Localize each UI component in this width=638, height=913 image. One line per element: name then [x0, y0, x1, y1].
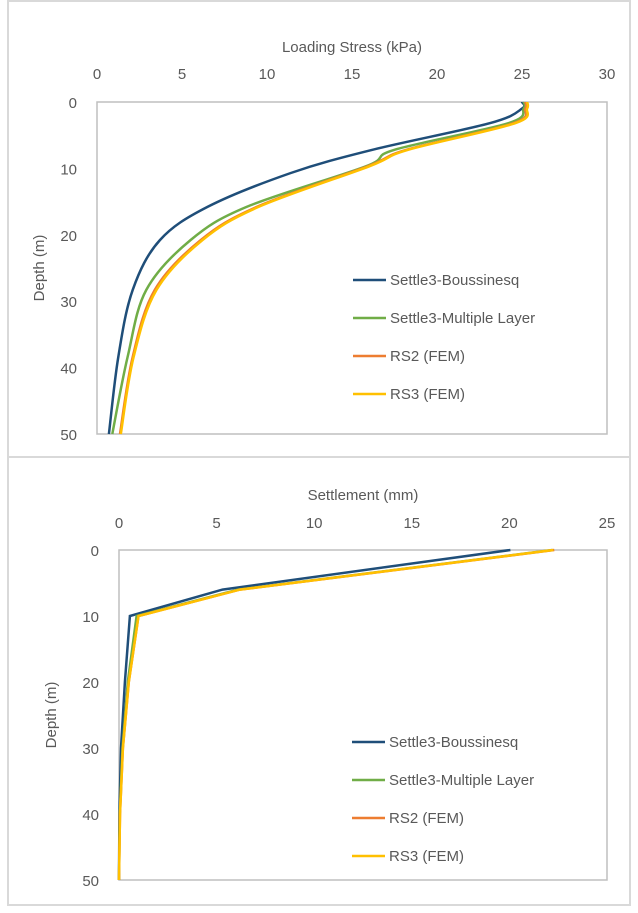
x-tick-label: 20: [429, 66, 446, 83]
chart-1: Settlement (mm) 0 5 10 15 20 25 0 10 20 30 40 50 Dept…: [43, 487, 615, 890]
y-tick-label: 40: [82, 807, 99, 824]
x-tick-label: 30: [599, 66, 616, 83]
series-line-0: [117, 548, 511, 881]
legend-label: Settle3-Multiple Layer: [389, 772, 534, 789]
y-tick-label: 10: [82, 609, 99, 626]
x-tick-label: 25: [599, 515, 616, 532]
y-tick-label: 10: [60, 161, 77, 178]
x-axis-title: Loading Stress (kPa): [282, 39, 422, 56]
plot-area: [96, 101, 608, 435]
x-tick-label: 25: [514, 66, 531, 83]
series-line-0: [107, 101, 526, 435]
x-tick-label: 5: [212, 515, 220, 532]
y-tick-label: 50: [82, 873, 99, 890]
y-tick-label: 0: [91, 543, 99, 560]
y-tick-label: 50: [60, 427, 77, 444]
y-axis-title: Depth (m): [43, 682, 60, 749]
x-tick-label: 15: [344, 66, 361, 83]
plot-area: [118, 549, 608, 881]
x-tick-label: 5: [178, 66, 186, 83]
x-tick-label: 0: [93, 66, 101, 83]
x-tick-label: 20: [501, 515, 518, 532]
series-line-3: [119, 101, 530, 435]
series-line-2: [118, 101, 528, 435]
x-tick-label: 0: [115, 515, 123, 532]
y-tick-label: 30: [60, 294, 77, 311]
legend-label: Settle3-Multiple Layer: [390, 310, 535, 327]
legend-label: Settle3-Boussinesq: [390, 272, 519, 289]
x-tick-label: 10: [306, 515, 323, 532]
y-tick-label: 40: [60, 361, 77, 378]
chart-loading-stress-frame: [7, 0, 631, 458]
y-tick-label: 30: [82, 741, 99, 758]
x-tick-label: 10: [259, 66, 276, 83]
x-tick-label: 15: [403, 515, 420, 532]
y-tick-label: 20: [60, 228, 77, 245]
y-tick-label: 0: [69, 95, 77, 112]
x-axis-title: Settlement (mm): [308, 487, 419, 504]
chart-settlement-frame: [7, 456, 631, 906]
legend-label: RS3 (FEM): [389, 848, 464, 865]
series-line-1: [111, 101, 527, 435]
legend-label: RS3 (FEM): [390, 386, 465, 403]
chart-0: Loading Stress (kPa) 0 5 10 15 20 25 30 0 10 20 30 4…: [31, 39, 615, 444]
legend-label: RS2 (FEM): [390, 348, 465, 365]
y-axis-title: Depth (m): [31, 235, 48, 302]
legend-label: RS2 (FEM): [389, 810, 464, 827]
legend-label: Settle3-Boussinesq: [389, 734, 518, 751]
y-tick-label: 20: [82, 675, 99, 692]
series-line-3: [117, 548, 554, 881]
